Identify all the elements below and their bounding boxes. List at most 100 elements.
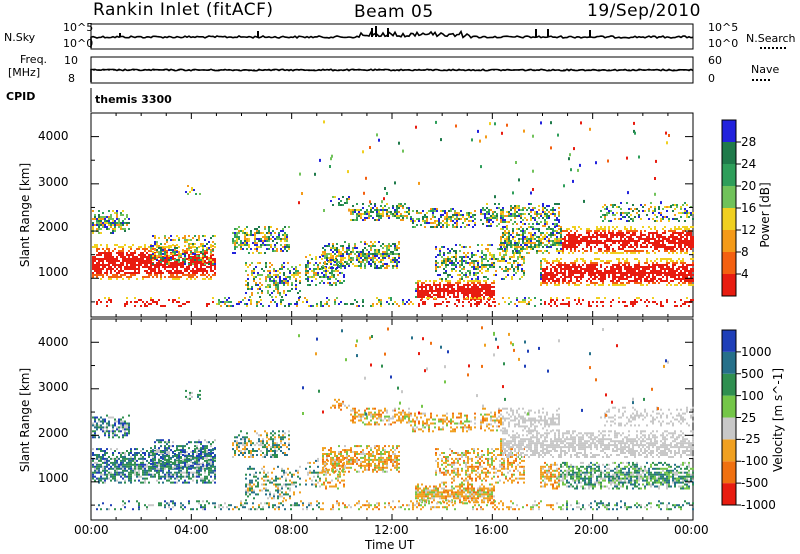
power-cell bbox=[662, 258, 664, 260]
power-cell bbox=[618, 252, 620, 254]
power-cell bbox=[572, 270, 574, 272]
power-cell bbox=[558, 207, 560, 209]
power-cell bbox=[281, 264, 283, 266]
power-cell bbox=[500, 228, 502, 230]
power-cell bbox=[534, 217, 536, 219]
power-cell bbox=[134, 274, 136, 276]
power-cell bbox=[330, 249, 332, 251]
power-cell bbox=[424, 226, 426, 228]
power-cell bbox=[538, 246, 540, 248]
power-cell bbox=[524, 232, 526, 234]
power-cell bbox=[382, 255, 384, 257]
power-cell bbox=[556, 280, 558, 282]
power-cell bbox=[358, 257, 360, 259]
power-cell bbox=[394, 243, 396, 245]
power-cell bbox=[692, 218, 694, 220]
power-cell bbox=[479, 294, 481, 296]
power-cell bbox=[568, 268, 570, 270]
power-cell bbox=[467, 282, 469, 284]
power-cell bbox=[586, 284, 588, 286]
power-cell bbox=[269, 276, 271, 278]
power-cell bbox=[382, 247, 384, 249]
nave-point bbox=[278, 69, 280, 71]
power-cell bbox=[242, 230, 244, 232]
power-cell bbox=[380, 301, 382, 303]
nave-point bbox=[268, 69, 270, 71]
power-cell bbox=[447, 258, 449, 260]
power-cell bbox=[427, 290, 429, 292]
power-cell bbox=[198, 268, 200, 270]
power-cell bbox=[100, 244, 102, 246]
power-cell bbox=[178, 301, 180, 303]
power-cell bbox=[253, 268, 255, 270]
power-cell bbox=[622, 248, 624, 250]
power-cell bbox=[185, 191, 187, 193]
power-cell bbox=[508, 232, 510, 234]
power-cell bbox=[350, 211, 352, 213]
power-cell bbox=[640, 272, 642, 274]
power-cell bbox=[664, 272, 666, 274]
power-cell bbox=[386, 267, 388, 269]
power-cell bbox=[616, 284, 618, 286]
power-cell bbox=[384, 205, 386, 207]
nave-point bbox=[253, 69, 255, 71]
power-cell bbox=[437, 288, 439, 290]
nave-point bbox=[218, 69, 220, 71]
power-cell bbox=[544, 211, 546, 213]
power-cell bbox=[582, 260, 584, 262]
power-cell bbox=[112, 224, 114, 226]
power-cell bbox=[374, 203, 376, 205]
power-cell bbox=[487, 244, 489, 246]
power-cell bbox=[690, 268, 692, 270]
power-cell bbox=[244, 297, 246, 299]
power-cell bbox=[678, 268, 680, 270]
power-cell bbox=[634, 240, 636, 242]
power-cell bbox=[538, 238, 540, 240]
power-cell bbox=[463, 284, 465, 286]
power-cell bbox=[475, 266, 477, 268]
power-cell bbox=[642, 238, 644, 240]
power-cell bbox=[339, 282, 341, 284]
power-cell bbox=[98, 266, 100, 268]
power-cell bbox=[154, 270, 156, 272]
power-cell bbox=[489, 266, 491, 268]
power-cell bbox=[481, 284, 483, 286]
power-cell bbox=[542, 276, 544, 278]
power-cell bbox=[618, 266, 620, 268]
power-cell bbox=[418, 220, 420, 222]
power-colorbar-tick-label: 12 bbox=[741, 223, 757, 237]
power-cell bbox=[568, 284, 570, 286]
power-cell bbox=[106, 254, 108, 256]
power-cell bbox=[287, 290, 289, 292]
power-cell bbox=[604, 278, 606, 280]
power-cell bbox=[526, 238, 528, 240]
power-cell bbox=[506, 236, 508, 238]
power-cell bbox=[154, 249, 156, 251]
power-cell bbox=[562, 272, 564, 274]
power-cell bbox=[232, 238, 234, 240]
power-cell bbox=[114, 228, 116, 230]
power-cell bbox=[186, 268, 188, 270]
power-cell bbox=[348, 245, 350, 247]
power-cell bbox=[568, 274, 570, 276]
power-cell bbox=[566, 264, 568, 266]
power-cell bbox=[184, 255, 186, 257]
power-cell bbox=[688, 244, 690, 246]
power-cell bbox=[540, 278, 542, 280]
power-cell bbox=[556, 230, 558, 232]
power-cell bbox=[272, 250, 274, 252]
power-cell bbox=[532, 207, 534, 209]
power-cell bbox=[126, 254, 128, 256]
power-cell bbox=[682, 260, 684, 262]
power-cell bbox=[636, 268, 638, 270]
power-cell bbox=[586, 250, 588, 252]
power-cell bbox=[600, 276, 602, 278]
power-cell bbox=[576, 284, 578, 286]
power-cell bbox=[518, 213, 520, 215]
power-cell bbox=[487, 288, 489, 290]
power-cell bbox=[352, 211, 354, 213]
power-cell bbox=[477, 286, 479, 288]
power-cell bbox=[110, 272, 112, 274]
power-cell bbox=[138, 258, 140, 260]
power-cell bbox=[445, 280, 447, 282]
